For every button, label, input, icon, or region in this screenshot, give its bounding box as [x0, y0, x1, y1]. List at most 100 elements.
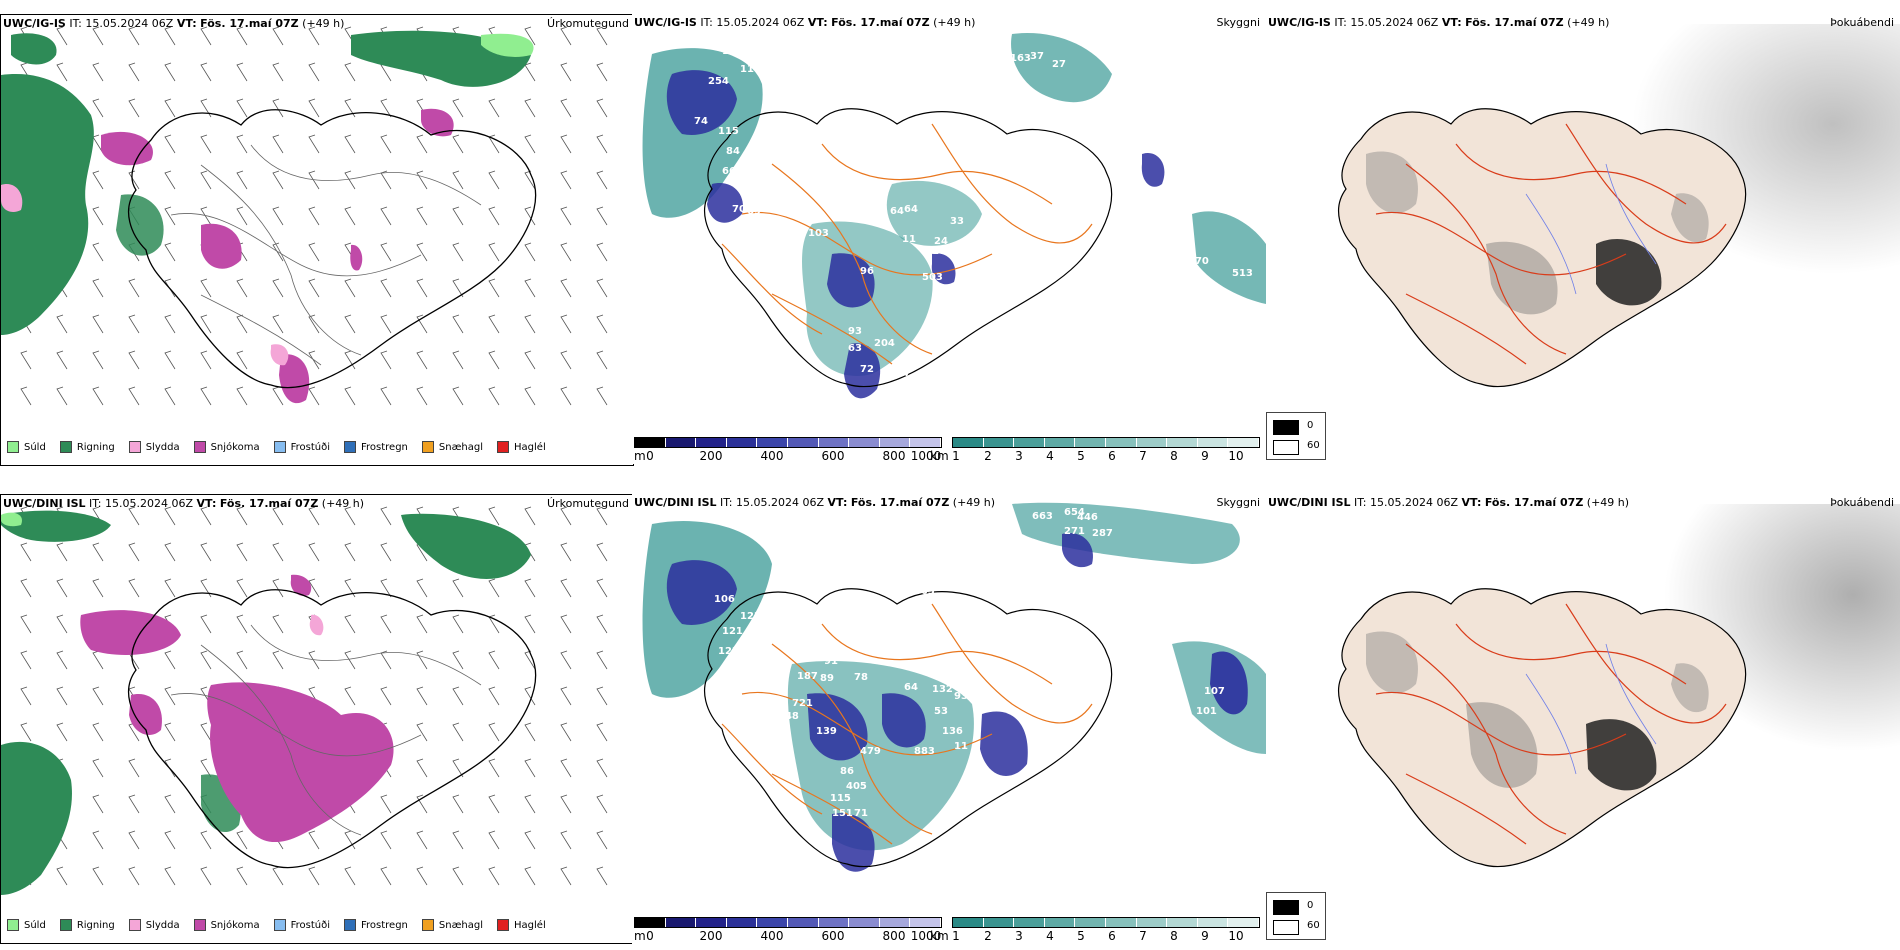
wind-barb: [236, 98, 248, 118]
wind-barb: [524, 134, 536, 154]
wind-barb: [596, 170, 608, 190]
wind-barb: [236, 614, 248, 634]
tick-label: 200: [699, 449, 723, 463]
wind-barb: [596, 722, 608, 742]
wind-barb: [452, 578, 464, 598]
ceiling-area: [980, 711, 1028, 776]
colorbar-swatch: [787, 918, 819, 927]
wind-barb: [416, 386, 428, 406]
wind-barb: [92, 242, 104, 262]
legend-label: Snæhagl: [438, 919, 484, 931]
wind-barb: [344, 830, 356, 850]
vis-value-label: 883: [914, 746, 935, 757]
panel-title: Skyggni: [1216, 16, 1260, 29]
wind-barb: [92, 386, 104, 406]
swatch: [128, 441, 141, 453]
vis-value-label: 93: [954, 691, 968, 702]
legend-item: Rigning: [59, 919, 115, 931]
colorbar-swatch: [879, 438, 911, 447]
wind-barb: [200, 206, 212, 226]
wind-barb: [452, 206, 464, 226]
wind-barb: [128, 830, 140, 850]
tick-label: 1: [952, 449, 960, 463]
colorbar-swatch: [726, 438, 758, 447]
wind-barb: [380, 386, 392, 406]
ceiling-area: [666, 560, 737, 625]
wind-barb: [92, 578, 104, 598]
panel-precip-type-row2: UWC/DINI ISL IT: 15.05.2024 06Z VT: Fös.…: [0, 494, 634, 944]
tick-label: 3: [1015, 449, 1023, 463]
wind-barb: [416, 242, 428, 262]
swatch: [7, 919, 19, 931]
wind-barb: [380, 650, 392, 670]
legend-label: Frostregn: [361, 919, 408, 931]
vis-value-label: 151: [832, 808, 853, 819]
vis-value-label: 163: [1010, 53, 1031, 64]
wind-barb: [164, 686, 176, 706]
snow-area: [207, 682, 394, 843]
wind-barb: [524, 278, 536, 298]
fog-legend-label: 0: [1307, 420, 1314, 431]
colorbar-swatch: [665, 918, 697, 927]
panel-fog-row2: UWC/DINI ISL IT: 15.05.2024 06Z VT: Fös.…: [1266, 494, 1900, 944]
colorbar-swatch: [1197, 918, 1229, 927]
wind-barb: [92, 350, 104, 370]
land-area: [1337, 588, 1747, 868]
vis-value-label: 663: [1032, 511, 1053, 522]
swatch: [421, 919, 434, 931]
vis-value-label: 63: [848, 343, 862, 354]
wind-barb: [200, 650, 212, 670]
swatch: [193, 919, 206, 931]
ceiling-colorbar: m 0 200 400 600 800 1000: [634, 437, 942, 463]
colorbar-swatch: [665, 438, 697, 447]
wind-barb: [272, 866, 284, 886]
wind-barb: [56, 350, 68, 370]
tick-label: 10: [1228, 929, 1244, 943]
lead-time: (+49 h): [1586, 496, 1630, 509]
wind-barb: [416, 614, 428, 634]
colorbar-swatch: [1014, 438, 1045, 447]
wind-barb: [488, 578, 500, 598]
wind-barb: [524, 506, 536, 526]
wind-barb: [488, 386, 500, 406]
vis-value-label: 10: [1152, 106, 1166, 117]
vis-value-label: 90: [872, 551, 886, 562]
wind-barb: [200, 758, 212, 778]
fog-dark-area: [1596, 239, 1662, 306]
colorbar-swatch: [983, 438, 1015, 447]
wind-barb: [236, 278, 248, 298]
it-label: IT:: [69, 17, 82, 30]
colorbar-swatch: [696, 918, 727, 927]
roads: [721, 603, 1093, 845]
panel-visibility-row1: 135 163 37 27 17 66 10 117 173 254 74 115 84 66 102 70 6…: [632, 14, 1266, 464]
vt-value: Fös. 17.maí 07Z: [831, 16, 930, 29]
vis-value-label: 102: [762, 181, 783, 192]
snow-area: [201, 223, 242, 269]
swatch: [273, 441, 286, 453]
vis-teal-area: [1011, 33, 1112, 103]
wind-barb: [416, 722, 428, 742]
swatch: [421, 441, 434, 453]
wind-barb: [452, 794, 464, 814]
tick-label: 0: [646, 929, 654, 943]
panel-title: Úrkomutegund: [547, 497, 629, 510]
vis-value-label: 187: [797, 671, 818, 682]
wind-barb: [308, 506, 320, 526]
vis-value-label: 78: [854, 672, 868, 683]
wind-barb: [272, 62, 284, 82]
visibility-colorbar: km 1 2 3 4 5 6 7 8 9 10: [930, 917, 1260, 943]
wind-barb: [20, 350, 32, 370]
wind-barb: [200, 314, 212, 334]
colorbar-swatch: [879, 918, 911, 927]
vis-value-label: 71: [854, 808, 868, 819]
wind-barb: [308, 542, 320, 562]
wind-barb: [164, 758, 176, 778]
rain-area: [1, 741, 72, 895]
wind-barb: [344, 578, 356, 598]
panel-title: Skyggni: [1216, 496, 1260, 509]
fog-dark-area: [1586, 719, 1657, 791]
panel-header: UWC/DINI ISL IT: 15.05.2024 06Z VT: Fös.…: [1268, 496, 1629, 509]
wind-barb: [20, 650, 32, 670]
precip-type-map-row1: [1, 26, 608, 406]
legend-item: Frostregn: [344, 919, 408, 931]
